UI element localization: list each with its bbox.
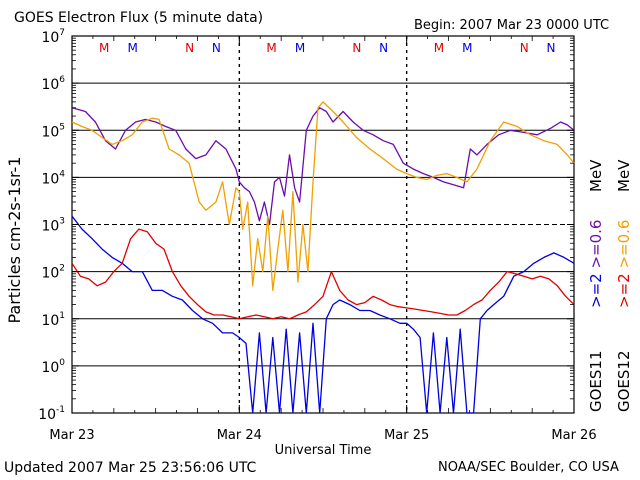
y-tick-label: 107 <box>41 28 65 46</box>
series-group <box>71 101 575 414</box>
marker-label: N <box>547 41 556 55</box>
y-tick-label: 105 <box>41 122 65 140</box>
y-tick-label: 101 <box>41 311 65 329</box>
legend-goes11-label-text: GOES11 <box>587 350 605 412</box>
legend-unit-goes11-text: MeV <box>587 159 605 192</box>
marker-label: M <box>434 41 444 55</box>
legend-unit-goes12-text: MeV <box>615 159 633 192</box>
series-line-4 <box>71 228 575 320</box>
marker-label: N <box>185 41 194 55</box>
credit-text: NOAA/SEC Boulder, CO USA <box>438 460 619 475</box>
y-tick-label: 106 <box>41 75 65 93</box>
x-tick-label: Mar 25 <box>384 428 429 443</box>
updated-text: Updated 2007 Mar 25 23:56:06 UTC <box>4 460 257 476</box>
legend-goes11-label: GOES11 <box>587 350 605 412</box>
marker-label: M <box>295 41 305 55</box>
legend-goes12-energies: >=2 >=0.6 <box>615 220 633 308</box>
marker-label: M <box>462 41 472 55</box>
y-tick-label: 103 <box>41 217 65 235</box>
begin-time: Begin: 2007 Mar 23 0000 UTC <box>414 18 610 33</box>
marker-label: N <box>379 41 388 55</box>
marker-label: M <box>266 41 276 55</box>
legend-goes12-label: GOES12 <box>615 350 633 412</box>
grid-lines <box>72 82 574 367</box>
y-tick-label: 100 <box>41 358 65 376</box>
legend-goes12-label-text: GOES12 <box>615 350 633 412</box>
y-axis: 10-1 100 101 102 103 104 105 106 107 <box>38 28 574 423</box>
marker-label: N <box>352 41 361 55</box>
legend-goes11-energies: >=2 >=0.6 <box>587 220 605 308</box>
series-line-3 <box>71 215 575 414</box>
y-tick-label: 10-1 <box>38 405 65 423</box>
series-line-1 <box>71 107 575 226</box>
marker-label: M <box>99 41 109 55</box>
marker-label: N <box>520 41 529 55</box>
legend: GOES11 GOES12 >=2 >=0.6 >=2 >=0.6 MeV MeV <box>587 159 633 412</box>
x-tick-label: Mar 26 <box>551 428 596 443</box>
x-axis: Mar 23 Mar 24 Mar 25 Mar 26 <box>49 36 597 443</box>
x-axis-label: Universal Time <box>275 443 372 458</box>
series-line-2 <box>71 101 575 292</box>
marker-label: N <box>212 41 221 55</box>
x-tick-label: Mar 24 <box>217 428 262 443</box>
legend-unit-goes12: MeV <box>615 159 633 192</box>
marker-label: M <box>127 41 137 55</box>
y-tick-label: 104 <box>41 169 65 187</box>
legend-goes11-energies-text: >=2 >=0.6 <box>587 220 605 308</box>
y-axis-label: Particles cm-2s-1sr-1 <box>5 156 24 323</box>
chart-title: GOES Electron Flux (5 minute data) <box>14 10 264 26</box>
y-tick-label: 102 <box>41 264 65 282</box>
legend-goes12-energies-text: >=2 >=0.6 <box>615 220 633 308</box>
legend-unit-goes11: MeV <box>587 159 605 192</box>
x-tick-label: Mar 23 <box>49 428 94 443</box>
